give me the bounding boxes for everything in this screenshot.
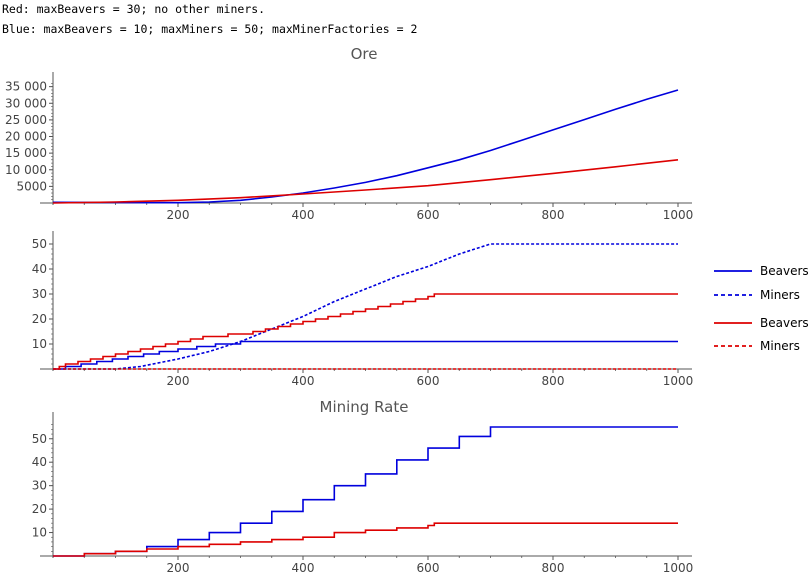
y-tick-label-0-3: 20 000 [5,130,47,144]
x-tick-label-0-0: 200 [167,208,190,222]
series-line-1-2 [53,293,678,370]
series-line-0-0 [52,89,679,204]
y-tick-label-2-0: 10 [32,526,47,540]
y-tick-label-1-1: 20 [32,312,47,326]
y-tick-label-2-1: 20 [32,502,47,516]
x-tick-label-1-2: 600 [417,374,440,388]
caption-red: Red: maxBeavers = 30; no other miners. [2,2,266,16]
x-tick-label-2-3: 800 [542,561,565,575]
y-tick-label-1-2: 30 [32,287,47,301]
chart-title-2: Mining Rate [320,398,409,416]
legend-label-2: Beavers [760,316,809,330]
series-line-0-1 [52,159,679,204]
x-tick-label-1-3: 800 [542,374,565,388]
y-tick-label-0-6: 35 000 [5,80,47,94]
x-tick-label-2-4: 1000 [663,561,694,575]
y-tick-label-2-3: 40 [32,455,47,469]
x-tick-label-1-4: 1000 [663,374,694,388]
y-tick-label-1-0: 10 [32,337,47,351]
y-tick-label-1-4: 50 [32,237,47,251]
x-tick-label-2-2: 600 [417,561,440,575]
x-tick-label-1-0: 200 [167,374,190,388]
y-tick-label-2-4: 50 [32,432,47,446]
x-tick-label-2-1: 400 [292,561,315,575]
series-line-1-0 [53,340,678,370]
series-line-1-1 [53,243,678,370]
series-line-2-0 [53,426,678,557]
x-tick-label-0-4: 1000 [663,208,694,222]
y-tick-label-1-3: 40 [32,262,47,276]
legend-label-3: Miners [760,339,800,353]
y-tick-label-0-0: 5000 [16,179,47,193]
chart-title-0: Ore [351,45,378,63]
x-tick-label-0-2: 600 [417,208,440,222]
x-tick-label-2-0: 200 [167,561,190,575]
caption-blue: Blue: maxBeavers = 10; maxMiners = 50; m… [2,22,418,36]
y-tick-label-0-4: 25 000 [5,113,47,127]
y-tick-label-0-5: 30 000 [5,96,47,110]
y-tick-label-0-2: 15 000 [5,146,47,160]
x-tick-label-0-1: 400 [292,208,315,222]
legend-label-1: Miners [760,288,800,302]
y-tick-label-0-1: 10 000 [5,163,47,177]
legend-label-0: Beavers [760,264,809,278]
y-tick-label-2-2: 30 [32,479,47,493]
series-line-2-1 [53,522,678,557]
x-tick-label-1-1: 400 [292,374,315,388]
x-tick-label-0-3: 800 [542,208,565,222]
